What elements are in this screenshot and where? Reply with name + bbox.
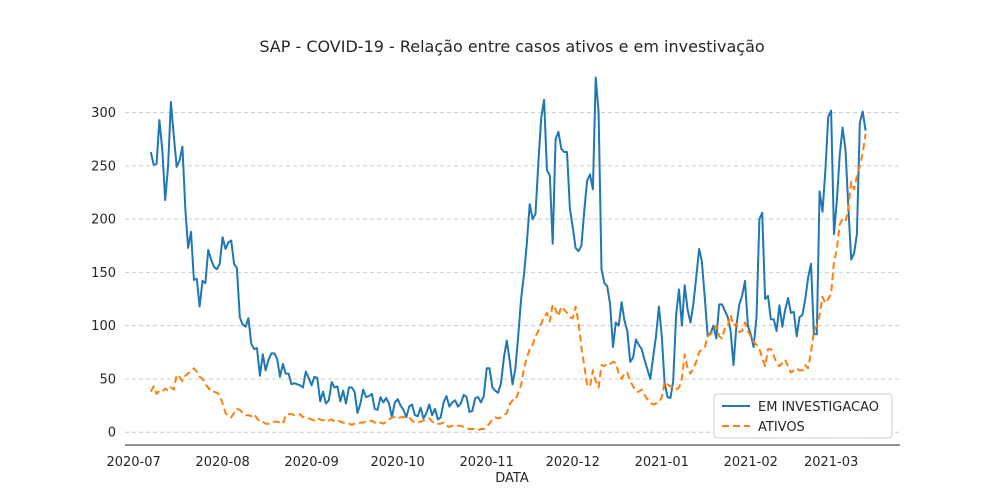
series-line-ativos — [149, 133, 867, 432]
x-tick-label: 2020-11 — [460, 455, 514, 470]
x-tick-label: 2021-02 — [724, 455, 778, 470]
y-tick-label: 0 — [108, 426, 116, 441]
x-tick-label: 2021-03 — [804, 455, 858, 470]
legend-label-ativos: ATIVOS — [758, 420, 805, 435]
x-tick-labels: 2020-07 2020-08 2020-09 2020-10 2020-11 2020-… — [106, 455, 858, 470]
x-tick-label: 2020-07 — [106, 455, 160, 470]
grid-layer — [125, 112, 900, 433]
x-tick-label: 2020-12 — [546, 455, 600, 470]
legend-box — [713, 393, 893, 439]
series-layer — [149, 76, 867, 432]
x-axis-label: DATA — [495, 471, 529, 486]
x-tick-label: 2020-10 — [371, 455, 425, 470]
y-tick-label: 150 — [91, 266, 116, 281]
y-tick-label: 50 — [99, 372, 116, 387]
y-tick-label: 100 — [91, 319, 116, 334]
chart-title: SAP - COVID-19 - Relação entre casos ati… — [259, 37, 764, 56]
x-tick-label: 2020-08 — [195, 455, 249, 470]
y-tick-label: 300 — [91, 106, 116, 121]
x-tick-label: 2021-01 — [635, 455, 689, 470]
series-line-em-investigacao — [149, 76, 867, 421]
y-tick-labels: 0 50 100 150 200 250 300 — [91, 106, 116, 441]
y-tick-label: 250 — [91, 159, 116, 174]
x-tick-label: 2020-09 — [284, 455, 338, 470]
legend: EM INVESTIGACAO ATIVOS — [713, 393, 893, 439]
legend-label-em-investigacao: EM INVESTIGACAO — [758, 400, 879, 415]
y-tick-label: 200 — [91, 213, 116, 228]
